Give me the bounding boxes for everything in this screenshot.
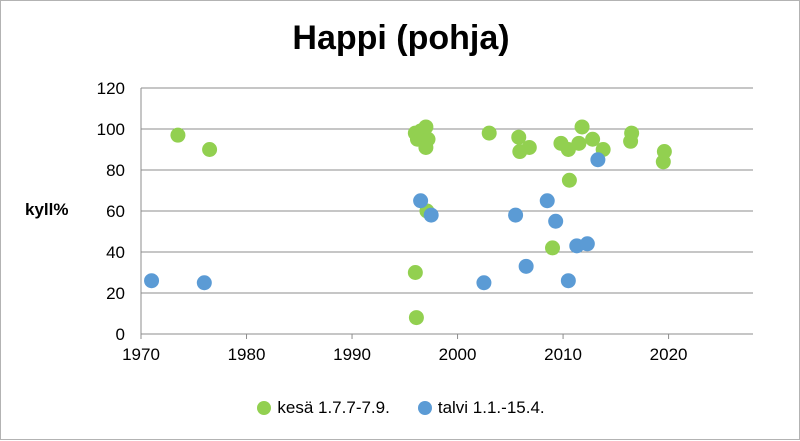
winter-data-point (560, 273, 576, 289)
x-tick-label: 1990 (333, 345, 371, 364)
summer-data-point (623, 133, 639, 149)
winter-data-point (423, 207, 439, 223)
winter-data-point (413, 193, 429, 209)
summer-data-point (202, 142, 218, 157)
legend-marker-winter (417, 401, 432, 415)
y-tick-label: 80 (106, 161, 125, 180)
summer-data-point (561, 172, 577, 188)
winter-data-point (548, 213, 564, 229)
winter-data-point (508, 207, 524, 223)
winter-data-point (476, 275, 492, 291)
winter-data-point (518, 258, 534, 274)
winter-data-point (579, 236, 595, 252)
summer-data-point (418, 119, 434, 135)
summer-data-point (481, 125, 497, 141)
y-tick-label: 120 (97, 79, 125, 98)
winter-data-point (144, 273, 160, 289)
y-axis-label: kyll% (25, 200, 69, 219)
x-tick-label: 2020 (650, 345, 688, 364)
winter-data-point (590, 152, 606, 168)
x-tick-label: 1980 (228, 345, 266, 364)
summer-data-point (418, 139, 434, 155)
x-tick-label: 1970 (122, 345, 160, 364)
summer-data-point (571, 135, 587, 151)
summer-data-point (574, 119, 590, 135)
summer-data-point (585, 131, 601, 147)
winter-data-point (539, 193, 555, 209)
summer-data-point (511, 129, 527, 145)
summer-data-point (407, 265, 423, 280)
chart-title: Happi (pohja) (292, 19, 510, 57)
y-tick-label: 60 (106, 202, 125, 221)
x-tick-label: 2010 (544, 345, 582, 364)
summer-data-point (408, 310, 424, 326)
summer-data-point (170, 127, 186, 143)
y-tick-label: 20 (106, 284, 125, 303)
legend-label-summer: kesä 1.7.7-7.9. (277, 398, 390, 417)
summer-data-point (521, 139, 537, 155)
y-tick-label: 100 (97, 120, 125, 139)
legend: kesä 1.7.7-7.9. talvi 1.1.-15.4. (1, 398, 800, 418)
y-tick-label: 0 (116, 325, 125, 344)
legend-item-summer: kesä 1.7.7-7.9. (257, 398, 390, 418)
summer-data-point (545, 240, 561, 256)
legend-item-winter: talvi 1.1.-15.4. (417, 398, 545, 418)
winter-data-point (196, 275, 212, 291)
summer-data-point (655, 154, 671, 170)
legend-marker-summer (257, 401, 272, 415)
y-tick-label: 40 (106, 243, 125, 262)
legend-label-winter: talvi 1.1.-15.4. (437, 398, 545, 417)
x-tick-label: 2000 (439, 345, 477, 364)
